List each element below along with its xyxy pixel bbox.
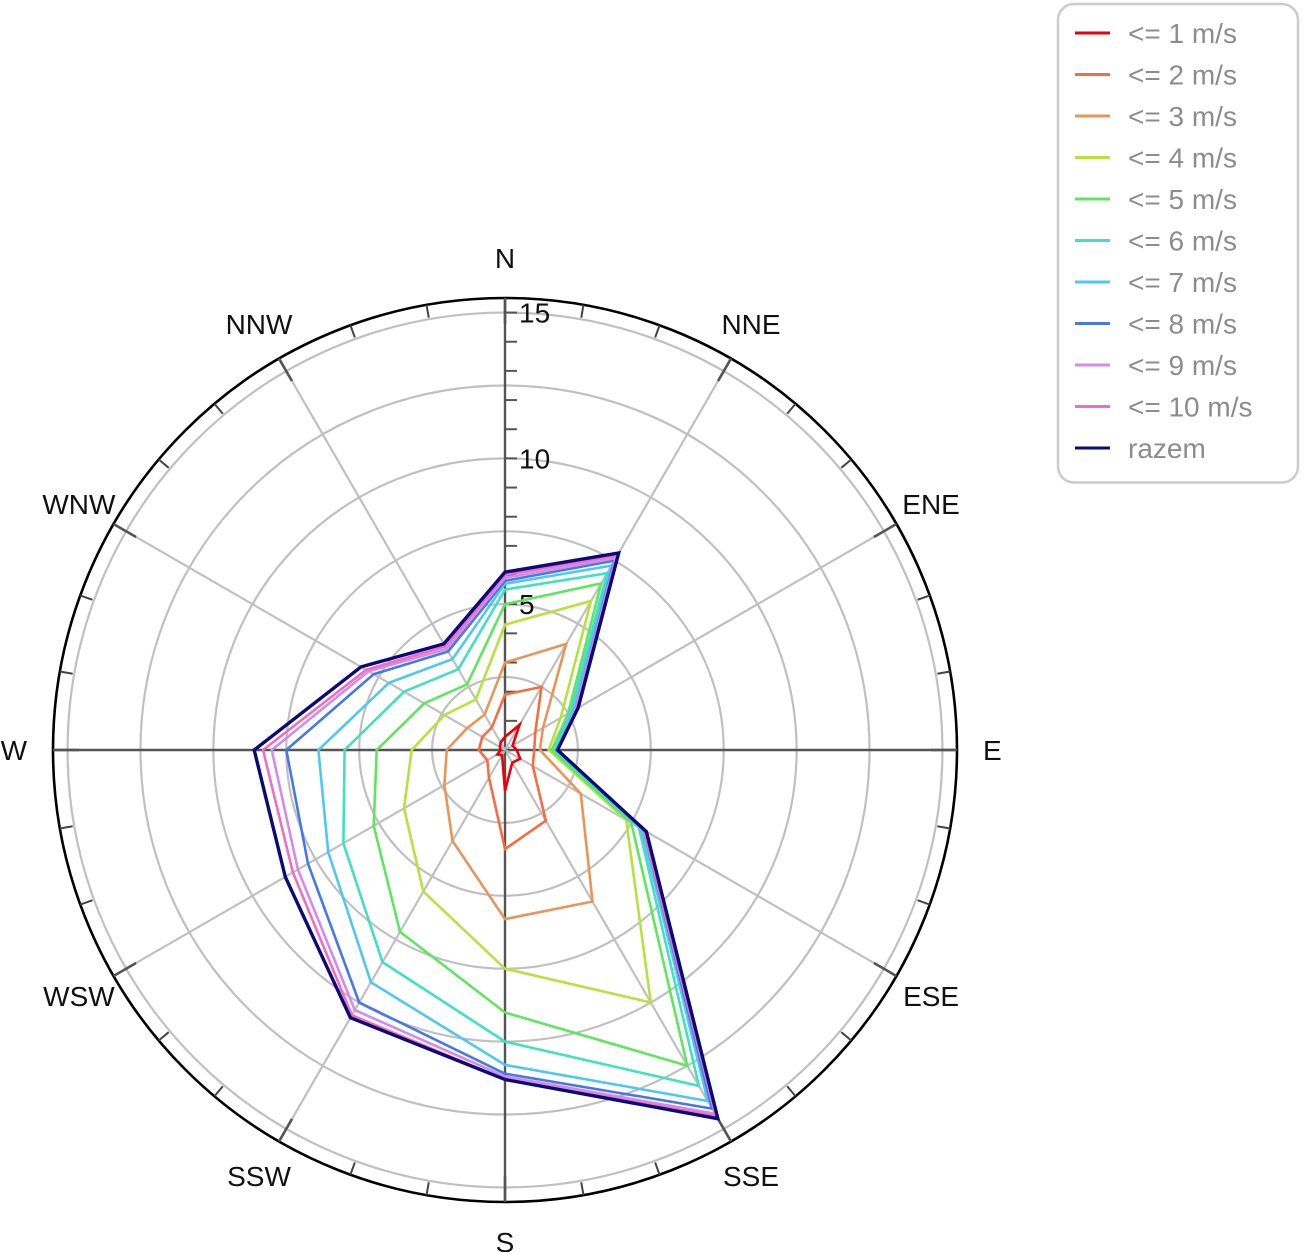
ring-label: 10 [519, 443, 550, 474]
frame-tick [349, 1162, 356, 1176]
direction-label: E [983, 735, 1002, 766]
direction-label: N [495, 243, 515, 274]
legend-entry: <= 4 m/s [1128, 143, 1237, 174]
frame-tick [112, 522, 137, 539]
frame-tick [158, 458, 170, 469]
direction-label: SSE [723, 1161, 779, 1192]
frame-tick [59, 670, 73, 675]
frame-tick [873, 961, 898, 978]
frame-tick [654, 324, 661, 338]
frame-tick [213, 403, 224, 415]
series-line [402, 599, 653, 1005]
legend-entry: <= 2 m/s [1128, 60, 1237, 91]
frame-tick [786, 403, 797, 415]
frame-tick [654, 1162, 661, 1176]
legend-entry: <= 6 m/s [1128, 226, 1237, 257]
frame-tick [840, 1031, 852, 1042]
direction-label: SSW [227, 1161, 291, 1192]
direction-label: ENE [902, 489, 960, 520]
frame-tick [937, 825, 951, 830]
legend-entry: razem [1128, 433, 1206, 464]
frame-tick [580, 1182, 585, 1196]
frame-tick [716, 1118, 733, 1143]
ring-label: 15 [519, 298, 550, 329]
grid-spoke [504, 523, 897, 751]
frame-tick [580, 304, 585, 318]
grid-spoke [504, 749, 897, 977]
grid-spoke [504, 749, 732, 1142]
frame-tick [425, 304, 430, 318]
series-line [317, 563, 710, 1103]
direction-label: NNE [721, 309, 780, 340]
legend: <= 1 m/s <= 2 m/s <= 3 m/s <= 4 m/s <= 5 m/s… [1056, 2, 1300, 484]
legend-entry: <= 5 m/s [1128, 184, 1237, 215]
frame-tick [425, 1182, 430, 1196]
direction-label: WNW [42, 489, 116, 520]
ring-labels: 5 10 15 [519, 298, 550, 621]
grid-spoke [113, 749, 506, 977]
direction-label: ESE [903, 981, 959, 1012]
grid-spoke [113, 523, 506, 751]
frame-tick [917, 594, 931, 601]
direction-label: WSW [43, 981, 115, 1012]
grid-spoke [278, 749, 506, 1142]
grid-spoke [278, 358, 506, 751]
frame-tick [937, 670, 951, 675]
frame-tick [786, 1085, 797, 1097]
frame-tick [277, 1118, 294, 1143]
frame-tick [840, 458, 852, 469]
frame-tick [59, 825, 73, 830]
frame-tick [79, 899, 93, 906]
series-line [252, 550, 721, 1121]
direction-label: NNW [226, 309, 293, 340]
frame-tick [79, 594, 93, 601]
series-lines [252, 550, 721, 1121]
frame-tick [213, 1085, 224, 1097]
frame-tick [873, 522, 898, 539]
series-line [372, 581, 690, 1068]
series-line [443, 641, 594, 921]
legend-entry: <= 8 m/s [1128, 309, 1237, 340]
series-line [477, 685, 548, 852]
series-line [495, 720, 523, 792]
frame-tick [917, 899, 931, 906]
legend-entry: <= 9 m/s [1128, 350, 1237, 381]
legend-box [1056, 2, 1300, 484]
direction-labels: N NNE ENE E ESE SSE S SSW WSW W WNW NNW [1, 243, 1002, 1252]
legend-entry: <= 10 m/s [1128, 392, 1253, 423]
frame-tick [716, 357, 733, 382]
frame-tick [277, 357, 294, 382]
ring-label: 5 [519, 589, 535, 620]
frame-tick [349, 324, 356, 338]
frame-tick [158, 1031, 170, 1042]
polar-grid [51, 296, 959, 1204]
legend-entry: <= 1 m/s [1128, 18, 1237, 49]
frame-tick [112, 961, 137, 978]
direction-label: S [496, 1227, 515, 1252]
legend-entry: <= 7 m/s [1128, 267, 1237, 298]
legend-entry: <= 3 m/s [1128, 101, 1237, 132]
direction-label: W [1, 735, 28, 766]
series-line [342, 571, 701, 1088]
